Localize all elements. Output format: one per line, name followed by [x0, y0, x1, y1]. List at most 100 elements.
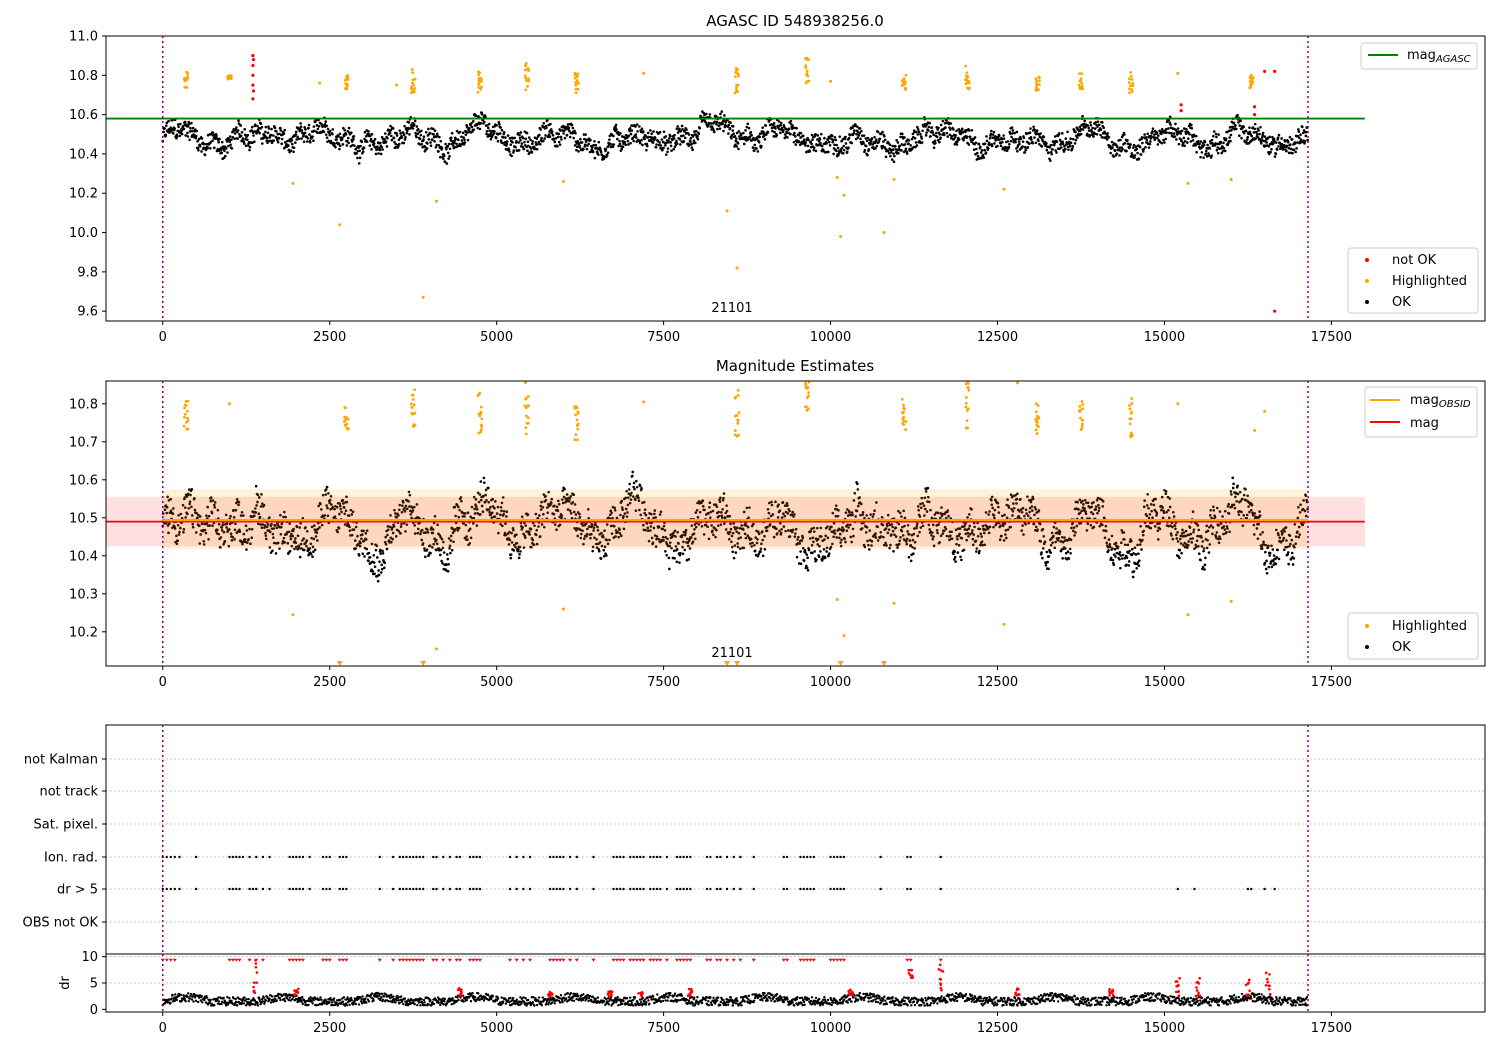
ok-point — [968, 532, 972, 536]
ok-point — [329, 494, 333, 498]
ok-point — [1116, 145, 1119, 149]
ok-point — [735, 145, 739, 148]
ok-point — [1004, 533, 1007, 536]
highlighted-point — [479, 87, 483, 91]
ok-point — [1102, 126, 1105, 130]
ok-point — [819, 141, 822, 145]
ok-point — [812, 530, 816, 533]
ok-point — [756, 554, 760, 558]
ok-point — [412, 505, 416, 509]
ok-point — [689, 140, 692, 144]
ok-point — [303, 131, 307, 135]
ok-point — [1256, 136, 1260, 139]
ok-point — [217, 140, 221, 144]
ok-point — [761, 126, 765, 129]
ok-point — [1268, 135, 1272, 139]
ok-point — [1073, 142, 1077, 145]
ok-point — [1040, 145, 1044, 148]
ok-point — [433, 140, 436, 143]
ok-point — [679, 134, 683, 138]
ok-point — [911, 538, 915, 542]
ok-point — [190, 505, 193, 509]
ok-point — [562, 495, 566, 499]
ok-point — [1304, 134, 1308, 138]
ok-point — [1257, 129, 1260, 132]
ok-point — [942, 133, 946, 137]
ok-point — [1149, 137, 1153, 140]
ok-point — [403, 124, 406, 128]
ok-point — [451, 139, 454, 143]
ok-point — [827, 150, 830, 154]
highlighted-point — [576, 72, 580, 76]
ok-point — [178, 134, 182, 138]
ok-point — [205, 514, 208, 517]
ok-point — [650, 132, 654, 135]
ok-point — [853, 129, 856, 132]
ok-point — [719, 523, 723, 526]
ok-point — [461, 131, 465, 135]
ok-point — [838, 532, 842, 536]
ok-point — [1137, 157, 1141, 161]
ok-point — [218, 137, 221, 141]
ok-point — [988, 525, 992, 529]
ok-point — [336, 530, 339, 534]
ok-point — [896, 546, 899, 549]
ok-point — [1153, 133, 1156, 136]
ok-point — [362, 146, 366, 150]
ok-point — [1048, 146, 1052, 149]
ok-point — [480, 504, 484, 508]
ok-point — [831, 542, 834, 546]
ok-point — [431, 127, 435, 131]
ok-point — [418, 137, 422, 141]
ok-point — [924, 125, 927, 128]
highlighted-point — [183, 79, 187, 83]
ok-point — [1039, 540, 1042, 543]
ok-point — [187, 120, 191, 124]
ok-point — [257, 522, 260, 526]
ok-point — [952, 128, 955, 131]
ok-point — [1028, 131, 1032, 134]
ok-point — [694, 129, 698, 133]
highlighted-point — [1078, 72, 1081, 76]
ok-point — [740, 524, 743, 527]
ok-point — [654, 145, 658, 149]
ok-point — [874, 532, 877, 535]
ok-point — [429, 551, 432, 555]
ok-point — [421, 542, 425, 545]
ok-point — [882, 535, 885, 539]
highlighted-point — [343, 78, 347, 82]
ok-point — [449, 539, 453, 542]
ok-point — [1085, 529, 1089, 532]
ok-point — [526, 149, 529, 153]
ok-point — [571, 126, 575, 130]
ok-point — [888, 546, 891, 550]
agasc-obsid-label: 21101 — [711, 301, 752, 316]
ok-point — [413, 532, 417, 535]
ok-point — [898, 511, 902, 515]
ok-point — [792, 140, 796, 144]
ok-point — [979, 151, 983, 154]
ok-point — [427, 138, 431, 141]
ok-point — [864, 144, 868, 148]
ok-point — [309, 542, 313, 546]
ok-point — [394, 142, 398, 146]
ok-point — [372, 139, 376, 143]
ok-point — [661, 527, 665, 531]
ok-point — [705, 112, 708, 116]
ok-point — [950, 135, 954, 138]
ok-point — [908, 532, 911, 536]
ok-point — [228, 522, 232, 526]
ok-point — [554, 136, 558, 140]
ok-point — [1045, 550, 1049, 554]
ok-point — [985, 139, 989, 143]
ok-point — [856, 136, 860, 139]
ok-point — [1246, 135, 1249, 139]
ok-point — [286, 541, 290, 545]
ok-point — [1303, 142, 1306, 145]
ok-point — [227, 137, 231, 141]
ok-point — [519, 550, 522, 553]
ok-point — [401, 131, 405, 135]
ok-point — [560, 514, 564, 518]
ok-point — [979, 543, 982, 547]
ok-point — [1232, 121, 1236, 125]
